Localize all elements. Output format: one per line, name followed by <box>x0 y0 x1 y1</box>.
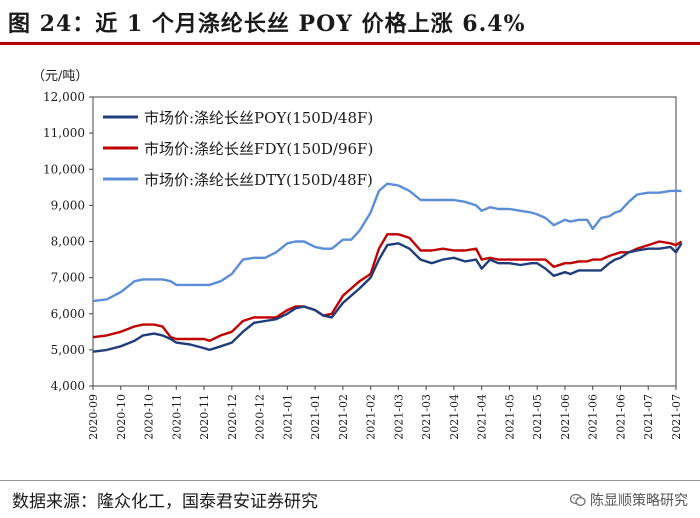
x-tick-label: 2021-05 <box>503 394 516 440</box>
x-tick-label: 2021-06 <box>587 394 600 440</box>
legend-label-poy: 市场价:涤纶长丝POY(150D/48F) <box>144 109 373 127</box>
line-chart: （元/吨） 4,000 5,000 6,000 7,000 8,000 9,000 10,0… <box>32 69 683 440</box>
legend: 市场价:涤纶长丝POY(150D/48F) 市场价:涤纶长丝FDY(150D/96… <box>103 109 373 189</box>
legend-label-fdy: 市场价:涤纶长丝FDY(150D/96F) <box>144 140 373 158</box>
x-tick-label: 2021-04 <box>476 394 489 440</box>
y-tick-label: 10,000 <box>43 162 85 176</box>
x-tick-label: 2020-11 <box>198 394 211 440</box>
x-tick-label: 2021-04 <box>448 394 461 440</box>
y-tick-label: 4,000 <box>51 379 85 393</box>
x-tick-label: 2020-10 <box>115 394 128 440</box>
x-axis-tick-labels: 2020-09 2020-10 2020-10 2020-11 2020-11 2020-… <box>87 386 683 440</box>
x-tick-label: 2021-02 <box>365 394 378 440</box>
series-lines <box>92 182 683 353</box>
x-tick-label: 2020-09 <box>87 394 100 440</box>
series-line-poy <box>92 242 683 353</box>
x-tick-label: 2020-12 <box>226 394 239 440</box>
footer-rule <box>0 480 700 481</box>
x-tick-label: 2021-01 <box>281 394 294 440</box>
y-tick-label: 5,000 <box>51 343 85 357</box>
x-tick-label: 2020-12 <box>254 394 267 440</box>
legend-label-dty: 市场价:涤纶长丝DTY(150D/48F) <box>144 171 373 189</box>
x-tick-label: 2021-03 <box>392 394 405 440</box>
x-tick-label: 2021-06 <box>614 394 627 440</box>
y-tick-label: 8,000 <box>51 235 85 249</box>
x-tick-label: 2021-07 <box>642 394 655 440</box>
y-tick-label: 12,000 <box>43 90 85 104</box>
y-tick-label: 9,000 <box>51 198 85 212</box>
x-tick-label: 2021-07 <box>670 394 683 440</box>
x-tick-label: 2020-10 <box>143 394 156 440</box>
y-tick-label: 7,000 <box>51 271 85 285</box>
title-rule <box>0 42 700 45</box>
y-tick-label: 6,000 <box>51 307 85 321</box>
data-source-note: 数据来源：隆众化工，国泰君安证券研究 <box>12 492 318 512</box>
series-line-fdy <box>92 233 683 342</box>
x-tick-label: 2020-11 <box>170 394 183 440</box>
y-axis-ticks: 4,000 5,000 6,000 7,000 8,000 9,000 10,000 11,0… <box>43 90 93 393</box>
wechat-icon <box>570 493 586 506</box>
watermark: 陈显顺策略研究 <box>570 490 688 510</box>
x-tick-label: 2021-03 <box>420 394 433 440</box>
x-tick-label: 2021-01 <box>309 394 322 440</box>
y-tick-label: 11,000 <box>43 126 85 140</box>
plot-frame <box>92 96 677 387</box>
x-tick-label: 2021-02 <box>337 394 350 440</box>
page-title: 图 24：近 1 个月涤纶长丝 POY 价格上涨 6.4% <box>8 11 526 37</box>
axes <box>92 96 677 387</box>
series-line-dty <box>92 182 682 303</box>
y-unit-label: （元/吨） <box>32 69 88 84</box>
watermark-text: 陈显顺策略研究 <box>590 493 688 509</box>
x-tick-label: 2021-06 <box>559 394 572 440</box>
x-tick-label: 2021-05 <box>531 394 544 440</box>
